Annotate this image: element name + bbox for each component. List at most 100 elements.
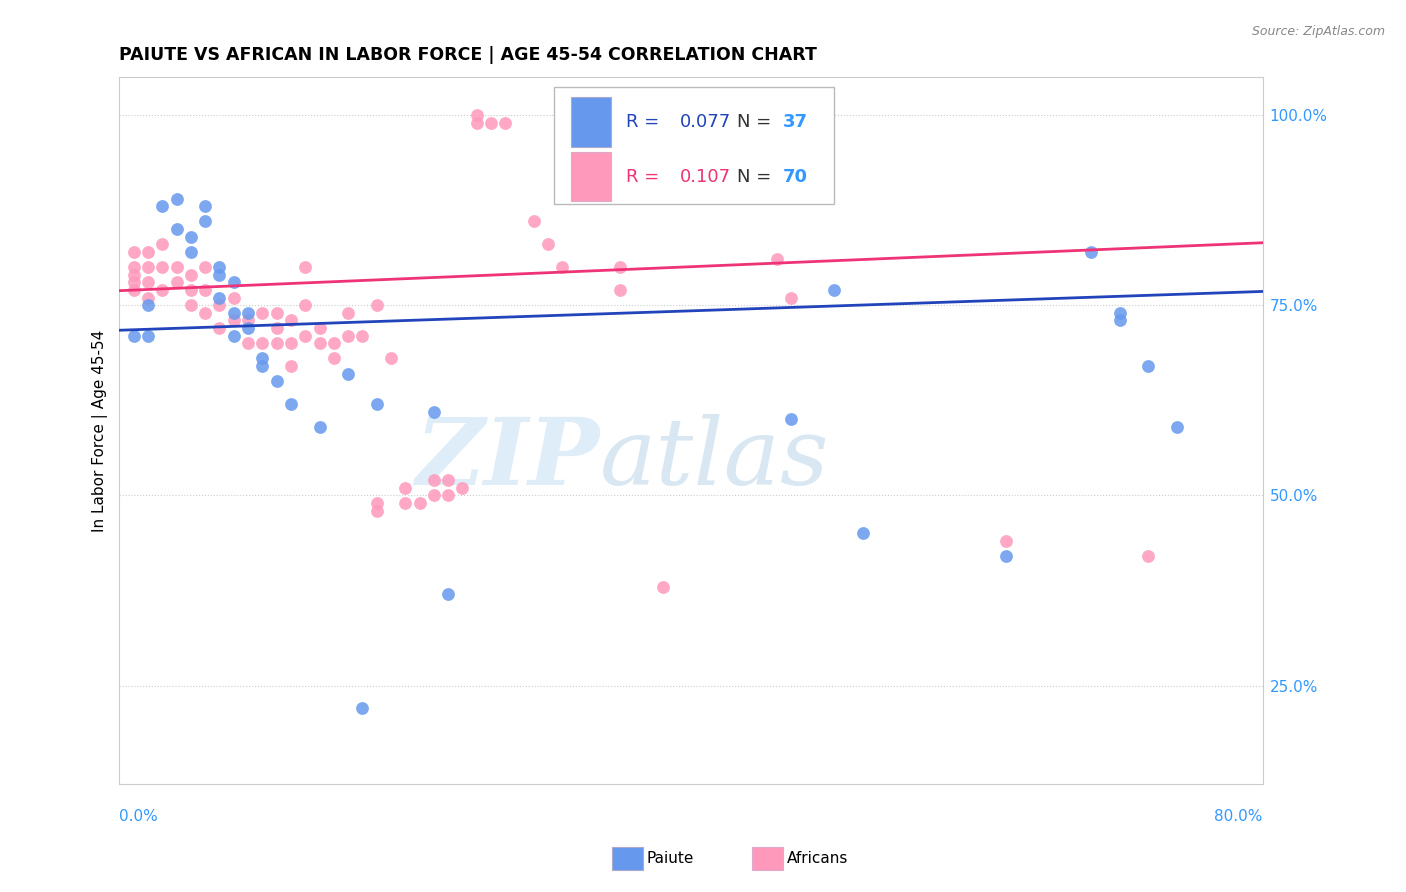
Point xyxy=(366,503,388,517)
Text: ZIP: ZIP xyxy=(415,414,599,504)
Point xyxy=(136,260,159,274)
Point xyxy=(122,268,145,282)
Point xyxy=(280,313,302,327)
Point xyxy=(150,199,173,213)
Text: R =: R = xyxy=(626,168,665,186)
Point xyxy=(423,488,446,502)
Point xyxy=(266,321,288,335)
Point xyxy=(236,321,259,335)
Text: PAIUTE VS AFRICAN IN LABOR FORCE | AGE 45-54 CORRELATION CHART: PAIUTE VS AFRICAN IN LABOR FORCE | AGE 4… xyxy=(120,46,817,64)
Point xyxy=(1166,420,1188,434)
Point xyxy=(609,283,631,297)
Point xyxy=(294,328,316,343)
Point xyxy=(252,306,274,320)
Point xyxy=(136,298,159,312)
Point xyxy=(194,199,217,213)
Point xyxy=(194,283,217,297)
Point xyxy=(994,533,1017,548)
Point xyxy=(180,298,202,312)
Point xyxy=(437,473,460,487)
Text: 37: 37 xyxy=(783,112,807,131)
Point xyxy=(294,298,316,312)
Point xyxy=(737,108,759,122)
Point xyxy=(451,481,474,495)
Text: Africans: Africans xyxy=(787,851,849,865)
Point xyxy=(780,291,803,305)
Point xyxy=(208,291,231,305)
FancyBboxPatch shape xyxy=(571,97,612,146)
FancyBboxPatch shape xyxy=(571,152,612,202)
Text: 70: 70 xyxy=(783,168,807,186)
Point xyxy=(1108,306,1130,320)
Point xyxy=(322,351,344,366)
Point xyxy=(1137,359,1160,373)
Point xyxy=(194,306,217,320)
Point xyxy=(166,222,188,236)
Point xyxy=(136,244,159,259)
Point xyxy=(394,481,416,495)
Text: R =: R = xyxy=(626,112,665,131)
Point xyxy=(437,587,460,601)
Point xyxy=(236,336,259,351)
Point xyxy=(136,291,159,305)
Point xyxy=(337,306,360,320)
Text: Source: ZipAtlas.com: Source: ZipAtlas.com xyxy=(1251,25,1385,38)
Point xyxy=(266,306,288,320)
Point xyxy=(609,260,631,274)
Text: N =: N = xyxy=(737,112,778,131)
Text: Paiute: Paiute xyxy=(647,851,695,865)
Point xyxy=(194,214,217,228)
Point xyxy=(423,473,446,487)
Point xyxy=(1137,549,1160,564)
Text: 0.077: 0.077 xyxy=(679,112,731,131)
Point xyxy=(136,328,159,343)
Point xyxy=(308,336,330,351)
Point xyxy=(852,526,875,541)
Point xyxy=(194,260,217,274)
Point xyxy=(122,244,145,259)
Point xyxy=(537,237,560,252)
Point xyxy=(280,397,302,411)
Point xyxy=(437,488,460,502)
Point xyxy=(150,237,173,252)
Point xyxy=(352,701,374,715)
Point xyxy=(337,328,360,343)
Point xyxy=(651,580,673,594)
Point xyxy=(208,260,231,274)
Text: 0.107: 0.107 xyxy=(679,168,731,186)
Point xyxy=(366,298,388,312)
Point xyxy=(208,268,231,282)
Point xyxy=(180,229,202,244)
Point xyxy=(465,108,488,122)
Point xyxy=(308,321,330,335)
Point xyxy=(150,260,173,274)
Point xyxy=(208,298,231,312)
Point xyxy=(280,359,302,373)
Point xyxy=(823,283,845,297)
Point xyxy=(352,328,374,343)
Point xyxy=(252,336,274,351)
Point xyxy=(465,115,488,129)
Point xyxy=(766,252,789,267)
Point xyxy=(294,260,316,274)
Point xyxy=(494,115,516,129)
Point xyxy=(122,275,145,289)
Point xyxy=(166,275,188,289)
Point xyxy=(222,275,245,289)
Point xyxy=(551,260,574,274)
Y-axis label: In Labor Force | Age 45-54: In Labor Force | Age 45-54 xyxy=(93,329,108,532)
Text: 80.0%: 80.0% xyxy=(1215,809,1263,824)
Point xyxy=(423,404,446,418)
Point xyxy=(280,336,302,351)
Point xyxy=(236,306,259,320)
Point xyxy=(222,306,245,320)
Point xyxy=(222,328,245,343)
Text: N =: N = xyxy=(737,168,778,186)
Point xyxy=(1108,313,1130,327)
Point xyxy=(380,351,402,366)
Point xyxy=(150,283,173,297)
Point xyxy=(166,192,188,206)
Point xyxy=(122,328,145,343)
Point xyxy=(366,496,388,510)
FancyBboxPatch shape xyxy=(554,87,834,204)
